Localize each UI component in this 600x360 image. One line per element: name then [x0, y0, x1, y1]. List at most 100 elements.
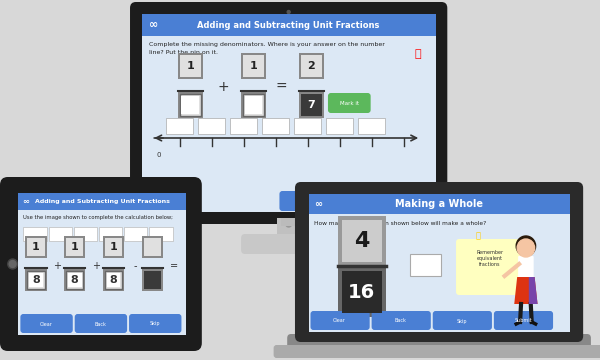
Text: +: + [53, 261, 61, 271]
Bar [326, 118, 353, 134]
Text: Reset: Reset [349, 198, 365, 203]
Text: 4: 4 [354, 231, 370, 251]
Bar [308, 194, 569, 214]
Bar [103, 236, 124, 258]
Bar [124, 227, 148, 241]
Bar [19, 193, 186, 210]
Bar [308, 194, 569, 332]
Bar [143, 238, 161, 256]
Circle shape [9, 261, 16, 267]
FancyBboxPatch shape [433, 311, 492, 330]
FancyBboxPatch shape [518, 256, 533, 278]
Bar [277, 218, 301, 240]
Text: =: = [275, 80, 287, 94]
FancyBboxPatch shape [371, 311, 431, 330]
Bar [64, 236, 85, 258]
Text: 📌: 📌 [415, 49, 422, 59]
Bar [242, 94, 264, 116]
Text: +: + [217, 80, 229, 94]
Text: ∞: ∞ [23, 197, 29, 206]
FancyBboxPatch shape [328, 93, 371, 113]
Bar [178, 53, 203, 79]
Text: 1: 1 [187, 61, 194, 71]
Bar [142, 14, 436, 36]
Circle shape [8, 259, 17, 269]
Bar [142, 269, 163, 291]
Text: Remember
equivalent
fractions: Remember equivalent fractions [476, 250, 503, 267]
Bar [299, 53, 324, 79]
Text: 7: 7 [308, 100, 316, 110]
Bar [301, 55, 322, 77]
Text: Complete the missing denominators. Where is your answer on the number: Complete the missing denominators. Where… [149, 42, 385, 47]
Bar [29, 273, 43, 287]
Bar [25, 269, 47, 291]
Text: 16: 16 [348, 283, 376, 302]
FancyBboxPatch shape [280, 191, 328, 211]
Bar [245, 96, 262, 114]
FancyBboxPatch shape [0, 177, 202, 351]
Bar [142, 236, 163, 258]
Circle shape [516, 236, 536, 256]
Bar [181, 96, 199, 114]
Bar [178, 92, 203, 118]
FancyBboxPatch shape [241, 234, 336, 254]
Bar [358, 118, 385, 134]
Text: =: = [170, 261, 178, 271]
Bar [68, 273, 82, 287]
Bar [49, 227, 72, 241]
FancyBboxPatch shape [494, 311, 553, 330]
Text: 1: 1 [110, 242, 118, 252]
Bar [105, 238, 122, 256]
Bar [301, 94, 322, 116]
Bar [66, 271, 83, 289]
FancyBboxPatch shape [295, 182, 583, 342]
Text: +: + [92, 261, 100, 271]
Text: Skip: Skip [150, 321, 160, 327]
Bar [143, 271, 161, 289]
Bar [149, 227, 173, 241]
Bar [241, 53, 266, 79]
Bar [179, 55, 201, 77]
Bar [230, 118, 257, 134]
Bar [281, 218, 296, 226]
FancyBboxPatch shape [130, 2, 448, 224]
Text: Clear: Clear [333, 319, 346, 324]
Bar [66, 238, 83, 256]
Circle shape [287, 10, 290, 14]
Text: 1: 1 [250, 61, 257, 71]
Bar [27, 271, 44, 289]
Text: 1: 1 [32, 242, 40, 252]
Bar [242, 55, 264, 77]
Bar [338, 267, 386, 317]
Bar [179, 94, 201, 116]
Text: How many of the fraction shown below will make a whole?: How many of the fraction shown below wil… [314, 221, 487, 226]
Bar [262, 118, 289, 134]
Text: 1: 1 [71, 242, 79, 252]
Bar [23, 227, 47, 241]
Text: 2: 2 [308, 61, 316, 71]
Text: Submit: Submit [514, 319, 532, 324]
Bar [294, 118, 321, 134]
Polygon shape [514, 277, 538, 304]
Text: 0: 0 [157, 152, 161, 158]
Text: Mark it: Mark it [340, 100, 359, 105]
Text: Skip: Skip [457, 319, 467, 324]
Bar [338, 216, 386, 266]
Text: Adding and Subtracting Unit Fractions: Adding and Subtracting Unit Fractions [35, 198, 170, 203]
Polygon shape [529, 277, 538, 304]
Text: line? Put the pin on it.: line? Put the pin on it. [149, 50, 218, 55]
Bar [105, 271, 122, 289]
Text: 💡: 💡 [476, 231, 481, 240]
Bar [107, 273, 121, 287]
Text: Adding and Subtracting Unit Fractions: Adding and Subtracting Unit Fractions [197, 21, 380, 30]
Text: Use the image shown to complete the calculation below;: Use the image shown to complete the calc… [23, 215, 173, 220]
FancyBboxPatch shape [75, 314, 127, 333]
Text: 8: 8 [32, 275, 40, 285]
Text: Undo: Undo [296, 198, 311, 203]
Bar [103, 269, 124, 291]
Bar [99, 227, 122, 241]
Bar [142, 14, 436, 212]
Bar [341, 271, 382, 313]
Text: ∞: ∞ [314, 199, 322, 209]
FancyBboxPatch shape [333, 191, 382, 211]
